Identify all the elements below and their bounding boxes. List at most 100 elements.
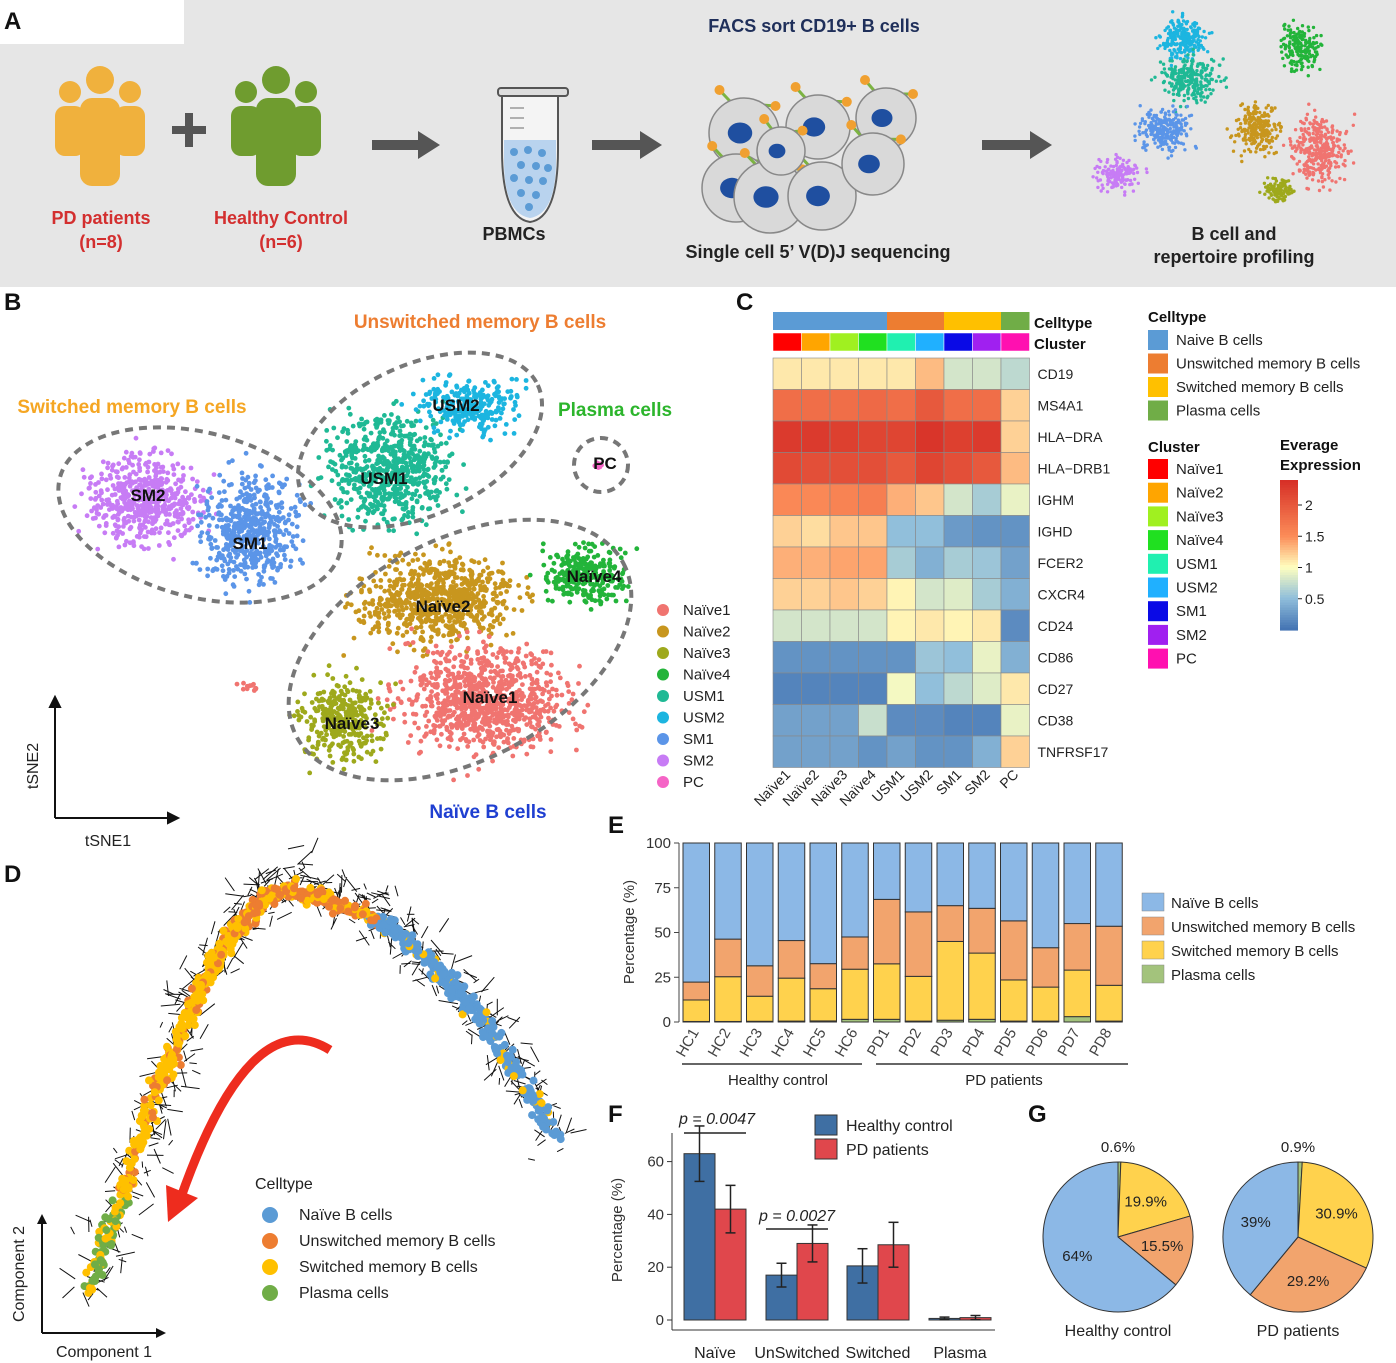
- thumb-point: [1181, 34, 1186, 38]
- tsne-point: [122, 500, 127, 505]
- thumb-point: [1259, 135, 1263, 139]
- tsne-point: [400, 557, 406, 563]
- tsne-point: [376, 502, 382, 508]
- tsne-point: [543, 588, 549, 594]
- thumb-point: [1204, 66, 1209, 71]
- thumb-point: [1177, 93, 1181, 98]
- tsne-point: [122, 515, 127, 521]
- tsne-point: [126, 518, 132, 524]
- thumb-point: [1289, 143, 1293, 147]
- thumb-point: [1320, 167, 1324, 171]
- thumb-point: [1124, 178, 1129, 182]
- tsne-point: [492, 423, 498, 429]
- thumb-point: [1199, 91, 1204, 95]
- tsne-point: [491, 378, 497, 384]
- thumb-point: [1167, 109, 1171, 114]
- tsne-point: [394, 603, 400, 609]
- tsne-point: [239, 528, 245, 534]
- tsne-point: [474, 615, 479, 620]
- thumb-point: [1328, 160, 1333, 165]
- tsne-point: [230, 582, 236, 588]
- thumb-point: [1174, 71, 1178, 76]
- tsne-point: [95, 546, 101, 552]
- thumb-point: [1091, 175, 1095, 179]
- thumb-point: [1186, 96, 1191, 101]
- tsne-point: [96, 493, 102, 499]
- tsne-point: [212, 538, 218, 543]
- tsne-point: [598, 601, 604, 607]
- thumb-point: [1299, 67, 1304, 72]
- tsne-point: [231, 568, 236, 573]
- thumb-point: [1169, 75, 1173, 79]
- tsne-point: [263, 477, 269, 483]
- thumb-point: [1169, 43, 1173, 47]
- thumb-point: [1178, 42, 1183, 47]
- tsne-point: [441, 633, 446, 639]
- thumb-point: [1301, 132, 1305, 137]
- thumb-point: [1304, 51, 1308, 55]
- thumb-point: [1320, 172, 1325, 176]
- thumb-point: [1314, 133, 1319, 137]
- thumb-point: [1186, 69, 1191, 74]
- tsne-point: [414, 499, 420, 505]
- tsne-point: [410, 575, 416, 581]
- thumb-point: [1283, 187, 1287, 191]
- tsne-point: [209, 546, 215, 551]
- tsne-point: [429, 689, 434, 694]
- thumb-point: [1310, 64, 1315, 69]
- thumb-point: [1314, 50, 1319, 54]
- tsne-point: [495, 615, 500, 620]
- tsne-point: [389, 594, 395, 600]
- thumb-point: [1297, 45, 1302, 50]
- tsne-point: [488, 437, 493, 443]
- thumb-point: [1183, 79, 1188, 84]
- tsne-point: [443, 382, 448, 388]
- thumb-point: [1303, 151, 1307, 155]
- thumb-point: [1292, 145, 1296, 149]
- thumb-point: [1311, 166, 1316, 171]
- tsne-point: [418, 738, 424, 744]
- thumb-point: [1270, 135, 1275, 140]
- thumb-point: [1325, 127, 1329, 131]
- thumb-point: [1175, 125, 1179, 129]
- tsne-point: [478, 604, 484, 610]
- thumb-point: [1311, 122, 1316, 126]
- thumb-point: [1282, 24, 1286, 28]
- thumb-point: [1105, 182, 1110, 186]
- tsne-point: [326, 464, 331, 470]
- tsne-point: [419, 505, 425, 511]
- thumb-point: [1316, 179, 1321, 183]
- tsne-point: [165, 448, 171, 453]
- tsne-point: [362, 453, 368, 459]
- tsne-point: [266, 525, 272, 531]
- tsne-point: [502, 660, 508, 665]
- b-cell-nucleus: [802, 117, 826, 137]
- thumb-point: [1323, 178, 1327, 182]
- thumb-point: [1302, 139, 1306, 144]
- tsne-point: [455, 746, 461, 752]
- tsne-point: [487, 576, 493, 582]
- thumb-point: [1186, 56, 1190, 60]
- thumb-point: [1181, 43, 1186, 47]
- tsne-point: [438, 419, 444, 425]
- thumb-point: [1118, 156, 1122, 160]
- tsne-point: [443, 440, 449, 446]
- tsne-point: [392, 583, 398, 588]
- tsne-point: [171, 556, 176, 562]
- tsne-point: [277, 542, 283, 548]
- tsne-point: [346, 405, 352, 411]
- thumb-point: [1288, 137, 1292, 141]
- tsne-point: [481, 594, 486, 599]
- receptor-tip: [797, 125, 808, 136]
- thumb-point: [1280, 50, 1284, 54]
- tsne-point: [500, 560, 505, 566]
- tsne-point: [142, 509, 148, 515]
- tsne-point: [523, 378, 529, 383]
- tsne-point: [471, 582, 476, 587]
- tsne-point: [454, 384, 460, 390]
- tsne-point: [107, 473, 113, 478]
- tsne-point: [447, 435, 452, 441]
- tsne-point: [354, 462, 360, 468]
- thumb-point: [1194, 77, 1199, 81]
